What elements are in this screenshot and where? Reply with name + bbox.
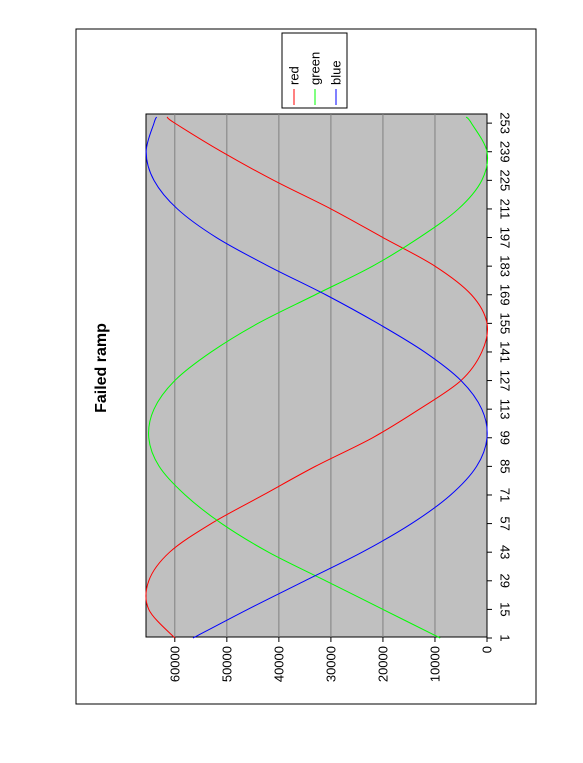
x-tick-label: 239 <box>498 141 513 163</box>
y-tick-label: 50000 <box>219 646 234 682</box>
x-tick-label: 43 <box>498 545 513 559</box>
x-tick-label: 85 <box>498 459 513 473</box>
x-tick-label: 57 <box>498 516 513 530</box>
x-tick-label: 169 <box>498 284 513 306</box>
legend: red green blue <box>281 32 348 109</box>
y-tick-label: 0 <box>480 646 495 653</box>
x-tick-label: 183 <box>498 255 513 277</box>
x-tick-label: 71 <box>498 488 513 502</box>
series-line-green <box>148 116 489 639</box>
legend-label-red: red <box>287 66 302 85</box>
series-line-red <box>145 116 489 639</box>
x-tick-label: 211 <box>498 199 513 220</box>
x-tick-label: 29 <box>498 574 513 588</box>
x-tick-label: 225 <box>498 169 513 191</box>
x-tick-label: 197 <box>498 227 513 249</box>
plot-area <box>145 113 488 638</box>
y-tick-label: 20000 <box>375 646 390 682</box>
x-tick-label: 155 <box>498 313 513 335</box>
y-tick-label: 40000 <box>271 646 286 682</box>
y-tick-label: 60000 <box>167 646 182 682</box>
plot-layer: 0 10000 20000 30000 40000 50000 60000 1 15 29 43 57… <box>145 112 513 682</box>
x-tick-label: 253 <box>498 112 513 134</box>
legend-label-green: green <box>308 52 323 85</box>
y-tick-label: 30000 <box>323 646 338 682</box>
legend-label-blue: blue <box>329 60 344 85</box>
x-tick-label: 1 <box>498 634 513 641</box>
series-line-blue <box>145 116 488 639</box>
chart-title: Failed ramp <box>93 323 110 413</box>
x-tick-label: 127 <box>498 370 513 392</box>
y-tick-label: 10000 <box>427 646 442 682</box>
x-tick-label: 15 <box>498 602 513 616</box>
x-tick-label: 141 <box>498 341 513 363</box>
x-tick-label: 99 <box>498 431 513 445</box>
x-tick-label: 113 <box>498 399 513 420</box>
